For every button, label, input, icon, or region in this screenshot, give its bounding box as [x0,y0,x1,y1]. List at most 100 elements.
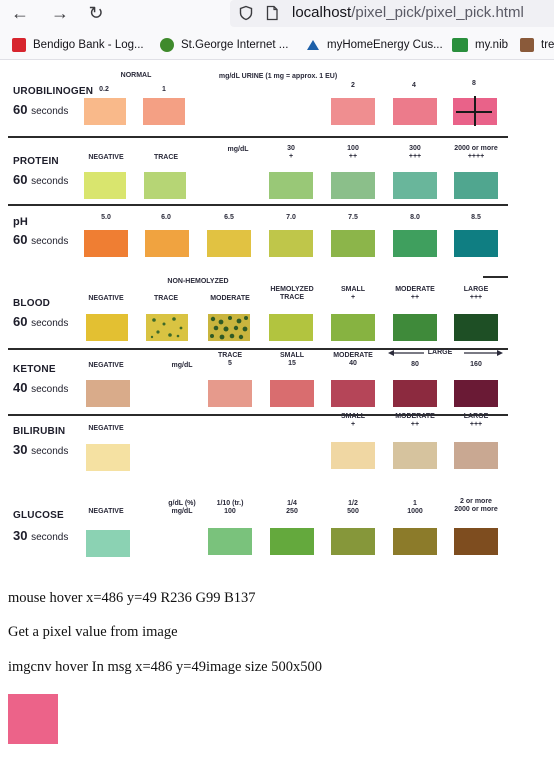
row-label-ph: pH [13,216,29,228]
row-label-ketone: KETONE [13,364,56,375]
header-ketone-mgdl: mg/dL [171,362,193,369]
myhomeenergy-icon [307,40,319,50]
color-pad-urobilinogen-1 [143,98,185,125]
pad-label: MODERATE [210,295,250,302]
header-glucose-unit: g/dL (%) mg/dL [168,500,196,515]
header-non-hemolyzed: NON-HEMOLYZED [167,278,229,285]
color-pad-ketone-moderate [331,380,375,407]
color-pad-protein-100 [331,172,375,199]
urinalysis-chart-image[interactable]: UROBILINOGEN 60 seconds NORMAL mg/dL URI… [8,64,508,564]
hover-readout: mouse hover x=486 y=49 R236 G99 B137 [8,590,256,606]
pad-label: 100 ++ [347,145,359,160]
shield-icon[interactable] [238,5,254,21]
header-mgdl: mg/dL [227,146,249,153]
header-urine-unit: mg/dL URINE (1 mg = approx. 1 EU) [218,73,338,80]
row-time-blood: 60 seconds [13,314,69,329]
color-pad-bilirubin-large [454,442,498,469]
color-pad-glucose-100 [208,528,252,555]
pad-label: 1/4 250 [286,500,298,515]
color-pad-glucose-500 [331,528,375,555]
row-separator [8,348,508,350]
bookmark-nib[interactable]: my.nib [452,37,508,53]
color-pad-protein-30 [269,172,313,199]
row-separator [8,204,508,206]
color-pad-protein-2000 [454,172,498,199]
bendigo-icon [12,38,26,52]
row-label-glucose: GLUCOSE [13,510,64,521]
row-separator [8,414,508,416]
color-pad-blood-trace [146,314,188,341]
row-label-protein: PROTEIN [13,156,59,167]
page-icon[interactable] [264,5,280,21]
color-pad-ph-5.0 [84,230,128,257]
pad-label: 7.0 [286,214,296,221]
pad-label: 5.0 [101,214,111,221]
url-text[interactable]: localhost/pixel_pick/pixel_pick.html [292,4,524,21]
color-pad-glucose-2000 [454,528,498,555]
color-pad-ph-8.0 [393,230,437,257]
color-pad-bilirubin-negative [86,444,130,471]
pad-label: LARGE +++ [463,286,489,301]
pad-label: SMALL + [340,286,366,301]
pad-label: 6.5 [224,214,234,221]
row-separator [8,136,508,138]
pad-label: 30 + [287,145,295,160]
pad-label: TRACE 5 [217,352,243,367]
pad-label: 4 [412,82,416,89]
color-pad-ketone-160 [454,380,498,407]
url-host: localhost [292,4,352,21]
color-pad-ketone-trace [208,380,252,407]
row-label-urobilinogen: UROBILINOGEN [13,86,94,97]
bookmark-bendigo[interactable]: Bendigo Bank - Log... [12,37,144,53]
pad-label: 160 [470,361,482,368]
color-pad-glucose-1000 [393,528,437,555]
header-normal: NORMAL [120,72,152,79]
back-arrow-icon[interactable]: ← [11,3,29,23]
pad-label: TRACE [153,154,179,161]
pad-label: 8.0 [410,214,420,221]
bookmark-stgeorge[interactable]: St.George Internet ... [160,37,288,53]
bookmark-label: my.nib [475,39,509,51]
pad-label: NEGATIVE [88,362,124,369]
color-pad-glucose-negative [86,530,130,557]
tre-icon [520,38,534,52]
browser-toolbar: ← → ↻ localhost/pixel_pick/pixel_pick.ht… [0,0,554,30]
row-time-ketone: 40 seconds [13,380,69,395]
color-pad-urobilinogen-2 [331,98,375,125]
forward-arrow-icon[interactable]: → [51,3,69,23]
color-pad-blood-moderate-plus [393,314,437,341]
color-pad-urobilinogen-4 [393,98,437,125]
stgeorge-icon [160,38,174,52]
picked-color-swatch [8,694,58,744]
bookmarks-bar: Bendigo Bank - Log... St.George Internet… [0,30,554,60]
color-pad-ph-8.5 [454,230,498,257]
color-pad-ph-6.5 [207,230,251,257]
row-time-bilirubin: 30 seconds [13,442,69,457]
pad-label: 1 [162,86,166,93]
color-pad-bilirubin-moderate [393,442,437,469]
color-pad-ph-7.5 [331,230,375,257]
color-pad-blood-negative [86,314,128,341]
color-pad-blood-hemolyzed-trace [269,314,313,341]
color-pad-bilirubin-small [331,442,375,469]
reload-icon[interactable]: ↻ [88,3,104,23]
address-bar[interactable]: localhost/pixel_pick/pixel_pick.html [230,0,554,27]
bookmark-myhomeenergy[interactable]: myHomeEnergy Cus... [306,37,443,53]
nib-icon [452,38,468,52]
pad-label: 2000 or more ++++ [454,145,498,160]
row-label-bilirubin: BILIRUBIN [13,426,66,437]
pad-label: SMALL 15 [279,352,305,367]
pad-label: NEGATIVE [88,425,124,432]
color-pad-blood-large [454,314,498,341]
color-pad-blood-moderate [208,314,250,341]
page-heading: Get a pixel value from image [8,624,178,640]
large-range-arrow [388,350,503,356]
pad-label: 1 1000 [407,500,423,515]
color-pad-protein-negative [84,172,126,199]
bookmark-label: Bendigo Bank - Log... [33,39,144,51]
bookmark-tre[interactable]: tre [520,37,554,53]
pad-label: 1/10 (tr.) 100 [216,500,244,515]
pad-label: 7.5 [348,214,358,221]
row-time-glucose: 30 seconds [13,528,69,543]
color-pad-ketone-80 [393,380,437,407]
